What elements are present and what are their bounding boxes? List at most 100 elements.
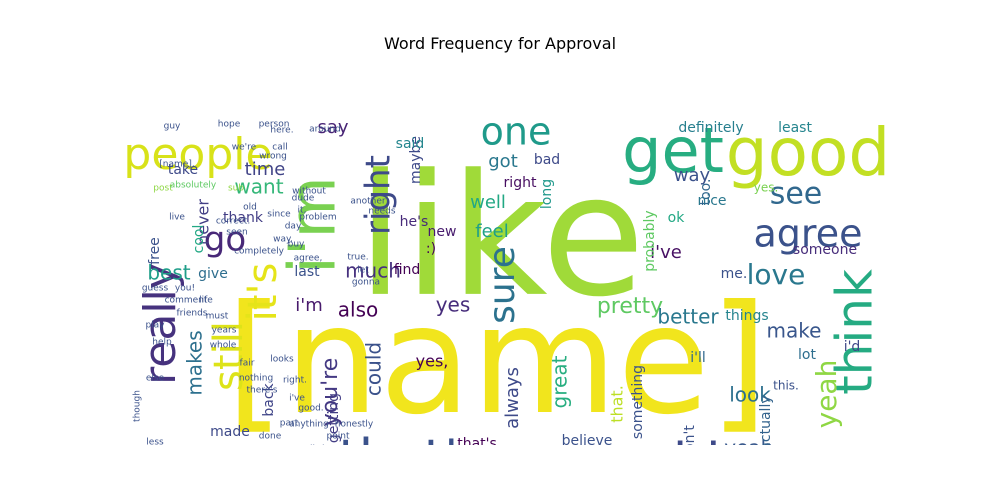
word-125: let (357, 266, 369, 276)
word-136: years (212, 326, 237, 336)
word-142: there's (247, 386, 278, 396)
word-96: bad (534, 152, 560, 168)
word-98: here. (270, 126, 293, 136)
word-48: least (778, 120, 812, 136)
word-105: we're (232, 143, 257, 153)
word-3: that's (339, 429, 486, 445)
word-29: yes (436, 293, 471, 317)
word-141: nothing (239, 374, 273, 384)
word-109: sub (228, 184, 244, 194)
word-113: dude (292, 194, 315, 204)
word-2: i'm (277, 176, 351, 274)
word-118: way. (273, 235, 293, 245)
word-90: me. (721, 266, 748, 282)
word-135: play (145, 321, 165, 331)
word-21: yeah (810, 360, 843, 429)
word-24: makes (183, 330, 207, 395)
word-140: fair (240, 359, 255, 369)
word-107: post (153, 184, 173, 194)
word-83: maybe (408, 136, 424, 184)
word-106: [name]. (159, 160, 194, 170)
word-53: actually (758, 395, 774, 445)
word-137: help (152, 338, 172, 348)
word-99: around (309, 125, 341, 135)
word-148: though (133, 390, 143, 422)
word-7: think (826, 269, 884, 395)
word-92: cool (191, 225, 207, 254)
word-51: i'd (844, 339, 861, 355)
word-75: find (394, 262, 421, 278)
word-80: something (630, 365, 646, 439)
word-132: friends (176, 309, 207, 319)
word-44: always (502, 367, 523, 429)
word-38: well (470, 192, 506, 213)
word-41: way (674, 165, 711, 186)
word-35: better (657, 305, 719, 329)
word-62: nice (697, 193, 726, 209)
word-146: good. (298, 404, 323, 414)
word-155: less (146, 438, 164, 446)
word-114: it, (298, 206, 307, 216)
word-85: too. (698, 179, 714, 206)
word-116: day (285, 222, 302, 232)
word-30: also (338, 298, 378, 322)
word-47: definitely (678, 120, 743, 136)
word-120: problem (299, 213, 336, 223)
word-72: made (210, 424, 250, 440)
word-138: whole (210, 341, 237, 351)
word-9: really (135, 263, 186, 385)
word-147: anything (289, 420, 329, 430)
word-74: getting (326, 393, 342, 443)
word-46: that. (608, 385, 627, 423)
word-25: could (362, 342, 386, 396)
word-124: true. (347, 253, 368, 263)
word-119: completely (234, 247, 285, 257)
word-13: agree (754, 212, 863, 256)
word-27: want (234, 175, 283, 199)
word-143: looks (270, 355, 294, 365)
word-6: get (622, 114, 724, 187)
word-115: without (292, 187, 326, 197)
word-91: ok (668, 210, 686, 226)
word-57: yes. (754, 181, 779, 195)
word-20: love (747, 258, 806, 291)
word-45: i'm (295, 295, 322, 316)
word-133: life (199, 296, 213, 306)
word-88: that's (457, 436, 497, 445)
chart-title: Word Frequency for Approval (383, 34, 617, 53)
word-145: i've (289, 394, 305, 404)
word-8: people (125, 129, 273, 180)
word-52: i'll (690, 350, 706, 366)
word-154: little (310, 445, 331, 446)
word-117: seen (226, 228, 247, 238)
word-144: right. (283, 376, 307, 386)
word-130: you! (175, 284, 195, 294)
word-84: said (396, 136, 425, 152)
word-34: look (729, 383, 771, 407)
word-111: old (243, 203, 257, 213)
word-50: yes, (416, 352, 449, 371)
word-12: one (481, 110, 552, 154)
word-112: since (267, 210, 291, 220)
word-129: guess (142, 284, 169, 294)
word-100: guy (164, 122, 181, 132)
word-97: right (504, 175, 537, 191)
word-82: long (539, 179, 555, 209)
word-139: else (146, 374, 165, 384)
word-19: see (770, 177, 823, 212)
word-58: take (168, 162, 198, 178)
word-128: another (350, 197, 385, 207)
word-4: would (566, 433, 721, 445)
word-77: new (428, 224, 457, 240)
word-22: pretty (597, 294, 663, 319)
word-40: say (317, 117, 348, 138)
word-1: [name] (226, 274, 768, 445)
word-31: much (345, 259, 401, 283)
word-43: got (488, 151, 518, 172)
word-103: call (272, 143, 287, 153)
word-60: things (725, 308, 768, 324)
word-17: go (204, 220, 246, 260)
word-121: correct. (216, 217, 250, 227)
